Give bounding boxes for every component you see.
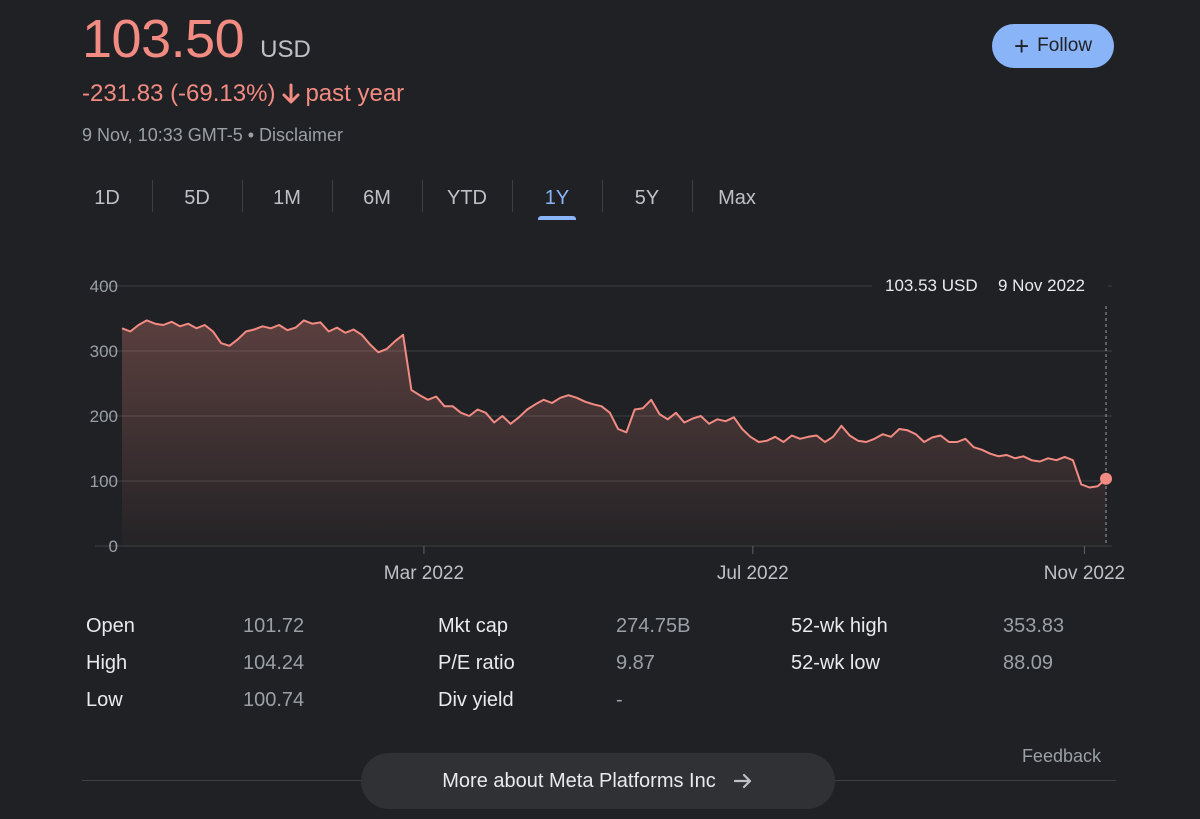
x-tick-label: Jul 2022: [717, 563, 789, 584]
tooltip-box: [872, 266, 1108, 304]
stock-price: 103.50: [82, 9, 245, 69]
stat-value: 101.72: [243, 615, 305, 637]
follow-label: Follow: [1037, 35, 1093, 56]
x-tick-label: Mar 2022: [384, 563, 464, 584]
stat-value: 100.74: [243, 689, 305, 711]
stat-value: -: [616, 689, 623, 711]
tab-ytd[interactable]: YTD: [422, 176, 512, 220]
stat-label: High: [86, 652, 128, 674]
more-about-button[interactable]: More about Meta Platforms Inc: [361, 753, 835, 809]
tooltip-value: 103.53 USD: [885, 276, 978, 295]
y-tick-label: 100: [90, 472, 118, 491]
y-tick-label: 200: [90, 407, 118, 426]
current-point: [1100, 472, 1112, 485]
price-change: -231.83 (-69.13%) past year: [82, 80, 404, 108]
stat-label: Div yield: [438, 689, 514, 711]
more-about-label: More about Meta Platforms Inc: [442, 769, 716, 792]
y-tick-label: 300: [90, 342, 118, 361]
currency-label: USD: [260, 36, 311, 63]
arrow-down-icon: [282, 83, 300, 104]
price-area: [122, 320, 1106, 546]
stat-label: 52-wk low: [791, 652, 880, 674]
change-period: past year: [305, 80, 405, 107]
plus-icon: +: [1013, 31, 1030, 61]
range-tabs: 1D 5D 1M 6M YTD 1Y 5Y Max: [62, 176, 782, 220]
stat-label: Mkt cap: [438, 615, 509, 637]
stat-value: 104.24: [243, 652, 305, 674]
tab-5d[interactable]: 5D: [152, 176, 242, 220]
y-tick-label: 0: [109, 537, 118, 556]
x-tick-label: Nov 2022: [1044, 563, 1125, 584]
stat-label: Low: [86, 689, 123, 711]
stat-value: 88.09: [1003, 652, 1054, 674]
price-chart[interactable]: 0 100 200 300 400 Mar 2022 Jul 2022 Nov 2022 103…: [0, 240, 1200, 590]
tab-5y[interactable]: 5Y: [602, 176, 692, 220]
quote-header: 103.50 USD: [82, 8, 311, 70]
tab-1y[interactable]: 1Y: [512, 176, 602, 220]
tab-max[interactable]: Max: [692, 176, 782, 220]
tab-1m[interactable]: 1M: [242, 176, 332, 220]
timestamp-disclaimer[interactable]: 9 Nov, 10:33 GMT-5 • Disclaimer: [82, 125, 344, 145]
change-value: -231.83 (-69.13%): [82, 80, 276, 107]
tooltip-date: 9 Nov 2022: [998, 276, 1085, 295]
stat-value: 274.75B: [616, 615, 691, 637]
stat-label: Open: [86, 615, 135, 637]
follow-button[interactable]: + Follow: [992, 24, 1114, 68]
feedback-link[interactable]: Feedback: [1021, 746, 1101, 766]
tab-6m[interactable]: 6M: [332, 176, 422, 220]
y-tick-label: 400: [90, 277, 118, 296]
arrow-right-icon: [733, 773, 751, 789]
price-line: [121, 319, 1107, 489]
stat-value: 353.83: [1003, 615, 1065, 637]
stat-value: 9.87: [616, 652, 655, 674]
tab-1d[interactable]: 1D: [94, 186, 120, 209]
stats-table: Open 101.72 High 104.24 Low 100.74 Mkt cap 274.…: [86, 615, 1116, 725]
stat-label: 52-wk high: [791, 615, 888, 637]
stat-label: P/E ratio: [438, 652, 515, 674]
